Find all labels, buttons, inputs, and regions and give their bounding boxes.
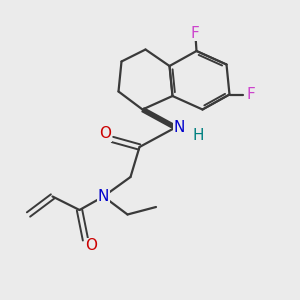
Text: N: N <box>173 120 185 135</box>
Text: F: F <box>190 26 200 40</box>
Text: H: H <box>192 128 204 142</box>
Text: F: F <box>246 87 255 102</box>
Text: O: O <box>85 238 98 253</box>
Text: N: N <box>98 189 109 204</box>
Text: O: O <box>99 126 111 141</box>
